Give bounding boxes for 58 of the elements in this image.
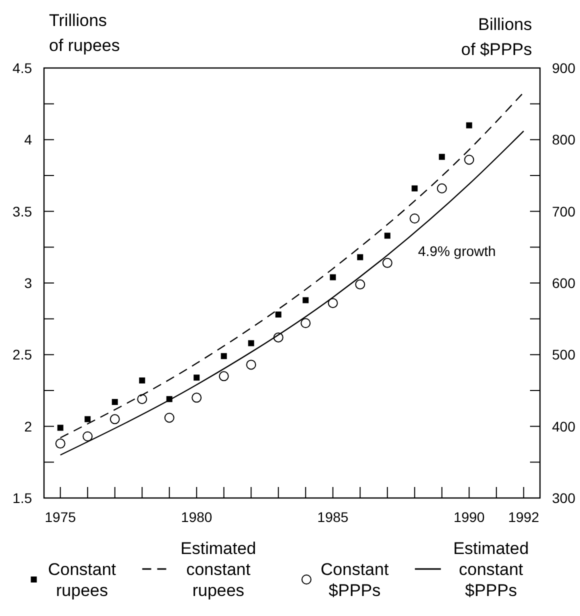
- x-tick-label: 1980: [181, 509, 212, 525]
- y-tick-label: 2: [24, 418, 32, 434]
- point: [218, 371, 229, 382]
- y-tick-label: 4: [24, 132, 32, 148]
- y2-axis-title: Billions of $PPPs: [461, 15, 532, 59]
- point: [164, 412, 174, 423]
- line-series: [60, 130, 524, 456]
- point: [273, 332, 284, 342]
- y2-tick-label: 800: [552, 132, 576, 148]
- y-axis-title: Trillions of rupees: [49, 11, 120, 55]
- y-tick-label: 3.5: [12, 203, 32, 220]
- point: [328, 298, 338, 308]
- point: [466, 122, 472, 128]
- point: [330, 274, 336, 280]
- point: [464, 154, 474, 165]
- point: [275, 312, 282, 318]
- x-tick-label: 1985: [317, 509, 349, 525]
- point: [82, 431, 93, 442]
- point: [410, 214, 420, 224]
- point: [355, 279, 366, 290]
- point: [112, 398, 118, 405]
- x-tick-label: 1990: [454, 509, 485, 525]
- legend-label: Constant $PPPs: [320, 560, 389, 600]
- y2-tick-label: 700: [552, 203, 576, 220]
- point: [384, 232, 390, 239]
- y2-tick-label: 600: [552, 275, 576, 291]
- point: [412, 185, 418, 192]
- point: [84, 416, 91, 422]
- point: [436, 183, 447, 194]
- point: [139, 377, 146, 384]
- legend-label: Estimated constant $PPPs: [453, 539, 529, 600]
- point: [300, 318, 311, 328]
- y-tick-label: 4.5: [12, 60, 32, 76]
- point: [246, 360, 256, 370]
- point: [248, 340, 254, 346]
- y-tick-label: 2.5: [12, 346, 32, 363]
- point: [194, 374, 200, 381]
- point: [57, 424, 64, 431]
- point: [110, 414, 120, 424]
- point: [137, 394, 148, 404]
- legend-label: Estimated constant rupees: [180, 539, 256, 600]
- legend-label: Constant rupees: [48, 560, 116, 600]
- point: [438, 154, 445, 160]
- point: [357, 254, 364, 260]
- y2-tick-label: 400: [552, 418, 576, 434]
- y-tick-label: 3: [24, 275, 32, 291]
- x-tick-label: 1975: [44, 509, 76, 525]
- point: [55, 438, 66, 449]
- y-tick-label: 1.5: [12, 490, 32, 506]
- point: [192, 392, 202, 403]
- point: [302, 297, 309, 304]
- y2-tick-label: 500: [552, 346, 576, 363]
- x-tick-label: 1992: [508, 509, 540, 525]
- y2-tick-label: 900: [552, 60, 576, 76]
- point: [220, 353, 227, 360]
- annotation: 4.9% growth: [418, 243, 496, 259]
- point: [382, 258, 392, 268]
- y2-tick-label: 300: [552, 490, 576, 506]
